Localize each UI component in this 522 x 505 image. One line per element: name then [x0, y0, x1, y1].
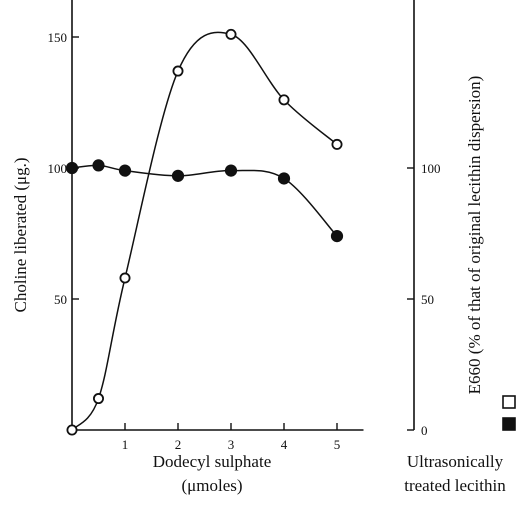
open-circle-point — [225, 28, 237, 40]
x-tick-label: 4 — [281, 437, 288, 452]
right-caption-line1: Ultrasonically — [407, 452, 504, 471]
series-0-line — [71, 31, 338, 431]
curves — [71, 31, 338, 431]
open-circle-point — [331, 138, 343, 150]
y-right-tick-label: 100 — [421, 161, 441, 176]
ticks: 1 2 3 4 5 50 100 150 0 50 100 — [48, 30, 441, 452]
y-right-tick-label: 0 — [421, 423, 428, 438]
x-tick-label: 3 — [228, 437, 235, 452]
open-circle-point — [93, 393, 105, 405]
y-left-tick-label: 100 — [48, 161, 68, 176]
x-axis-units: (μmoles) — [181, 476, 242, 495]
legend-open-square-icon — [502, 395, 516, 409]
legend-filled-square-icon — [502, 417, 516, 431]
y-left-tick-label: 50 — [54, 292, 67, 307]
filled-circle-point — [330, 230, 344, 243]
y-axis-left-label: Choline liberated (μg.) — [11, 158, 30, 313]
filled-circle-point — [118, 164, 132, 177]
y-right-tick-label: 50 — [421, 292, 434, 307]
filled-circle-point — [65, 161, 79, 175]
y-left-tick-label: 150 — [48, 30, 68, 45]
x-tick-label: 5 — [334, 437, 341, 452]
open-circle-point — [119, 272, 131, 284]
filled-circle-point — [277, 172, 291, 185]
series-1-line — [71, 164, 338, 237]
x-tick-label: 2 — [175, 437, 182, 452]
x-tick-label: 1 — [122, 437, 129, 452]
filled-circle-point — [224, 164, 238, 177]
open-circle-point — [172, 65, 184, 77]
x-axis-label: Dodecyl sulphate — [153, 452, 272, 471]
filled-circle-point — [92, 159, 105, 172]
open-circle-point — [66, 424, 78, 436]
points — [65, 28, 344, 436]
y-axis-right-label: E660 (% of that of original lecithin dis… — [465, 76, 484, 395]
filled-circle-point — [171, 169, 185, 182]
axes — [71, 0, 415, 431]
right-caption-line2: treated lecithin — [404, 476, 506, 495]
open-circle-point — [278, 94, 290, 106]
